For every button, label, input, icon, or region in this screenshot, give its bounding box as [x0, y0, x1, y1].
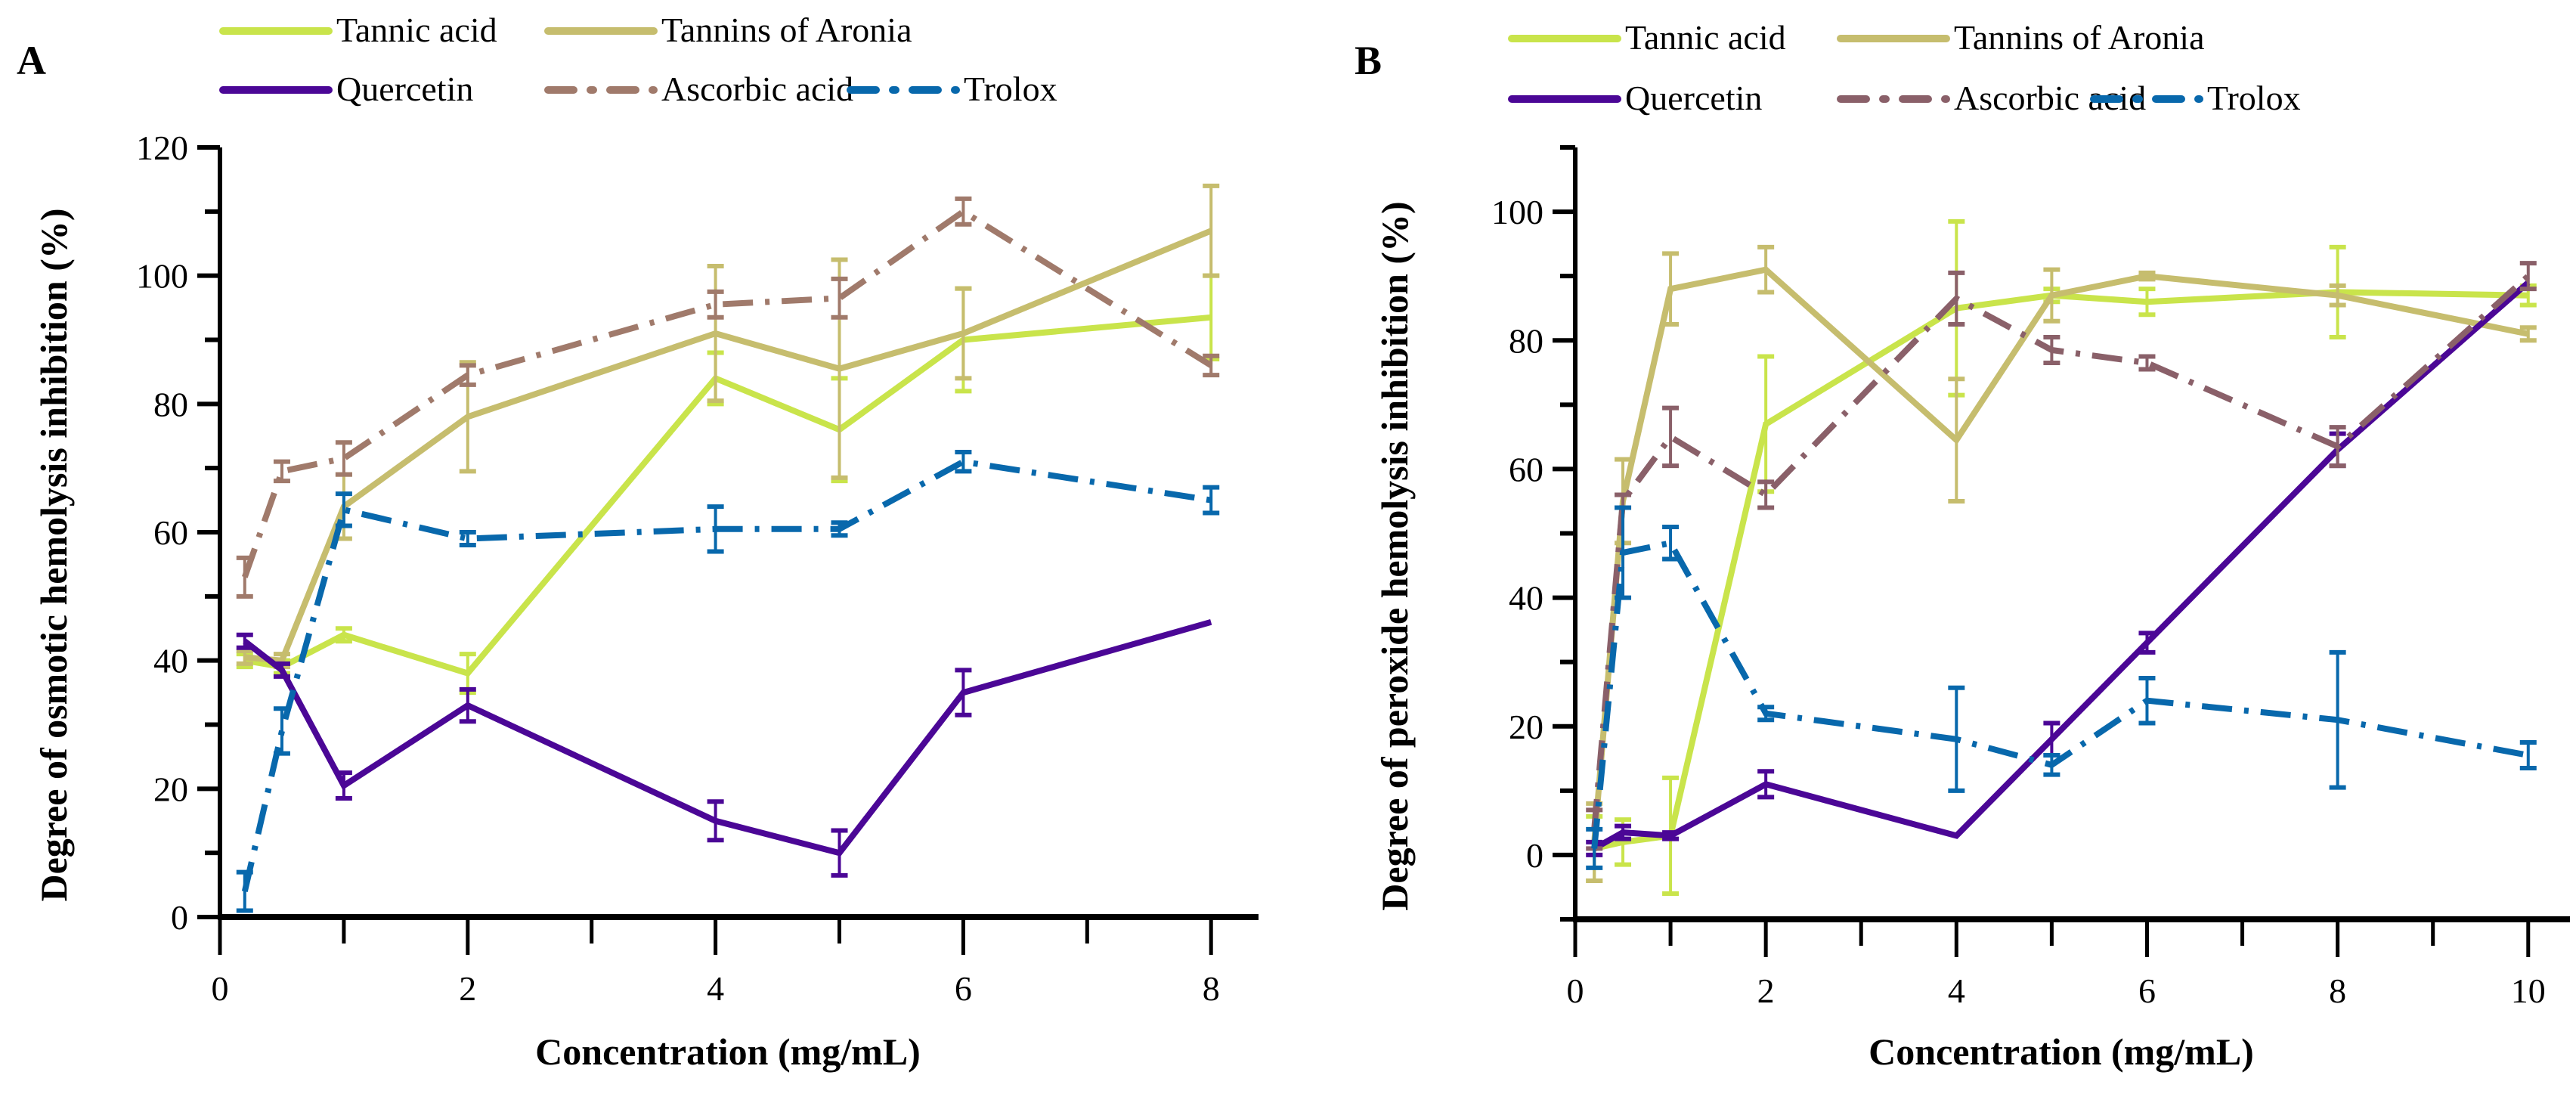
panel-letter: B	[1355, 38, 1382, 83]
series-trolox	[1586, 505, 2537, 870]
legend-item: Tannic acid	[1508, 18, 1786, 57]
series-quercetin	[1586, 280, 2531, 857]
legend-item: Ascorbic acid	[544, 70, 853, 108]
series-line	[244, 314, 1212, 677]
legend-label: Trolox	[964, 70, 1057, 108]
y-tick-label: 60	[1509, 450, 1543, 488]
panel-letter: A	[17, 38, 46, 83]
legend-label: Quercetin	[1625, 79, 1762, 117]
x-tick-label: 4	[1948, 971, 1965, 1010]
series-line	[241, 458, 1212, 893]
x-tick-label: 0	[1567, 971, 1584, 1010]
legend: Tannic acid Tannins of Aronia Quercetin Asc…	[219, 11, 1057, 108]
x-axis-title: Concentration (mg/mL)	[1869, 1030, 2254, 1073]
legend-label: Quercetin	[336, 70, 473, 108]
y-tick-label: 40	[153, 642, 188, 680]
legend-item: Quercetin	[1508, 79, 1762, 117]
series-tannic-acid	[1586, 218, 2537, 896]
x-tick-label: 2	[459, 969, 476, 1008]
x-tick-label: 8	[2329, 971, 2346, 1010]
legend-label: Tannins of Aronia	[1954, 18, 2205, 57]
series-trolox	[236, 449, 1220, 913]
x-tick-label: 10	[2511, 971, 2546, 1010]
x-tick-label: 0	[212, 969, 229, 1008]
legend-item: Tannins of Aronia	[1837, 18, 2205, 57]
series-ascorbic-acid	[1586, 261, 2537, 851]
legend-item: Tannic acid	[219, 11, 497, 49]
series-ascorbic-acid	[236, 196, 1220, 599]
y-axis-title: Degree of peroxide hemolysis inhibition …	[1373, 201, 1416, 910]
y-tick-label: 100	[1491, 193, 1543, 231]
y-tick-label: 80	[153, 385, 188, 423]
panel-A: A 0 20 40 60 80 100 120 0 2 4 6 8 Concentration (mg/m…	[17, 11, 1259, 1073]
legend-label: Tannic acid	[336, 11, 497, 49]
series-tannins-of-aronia	[236, 183, 1220, 670]
panel-B: B 0 20 40 60 80 100 0 2 4 6 8 10 Concentration (mg/mL…	[1355, 18, 2570, 1073]
y-tick-label: 60	[153, 513, 188, 552]
x-tick-label: 6	[2138, 971, 2156, 1010]
series-quercetin	[236, 618, 1212, 878]
series-line	[243, 618, 1212, 857]
legend-item: Tannins of Aronia	[544, 11, 912, 49]
y-tick-label: 120	[136, 129, 188, 167]
y-tick-label: 100	[136, 257, 188, 296]
y-tick-label: 40	[1509, 579, 1543, 618]
y-axis-title: Degree of osmotic hemolysis inhibition (…	[33, 208, 75, 901]
x-axis-title: Concentration (mg/mL)	[535, 1030, 921, 1073]
legend-item: Quercetin	[219, 70, 473, 108]
x-tick-label: 6	[955, 969, 972, 1008]
legend-item: Trolox	[2090, 79, 2301, 117]
y-tick-label: 0	[171, 898, 188, 937]
x-tick-label: 8	[1203, 969, 1220, 1008]
legend-label: Ascorbic acid	[661, 70, 853, 108]
legend-label: Trolox	[2207, 79, 2301, 117]
series-tannins-of-aronia	[1586, 244, 2537, 883]
series-line	[1593, 289, 2528, 852]
x-tick-label: 4	[707, 969, 724, 1008]
legend-label: Tannic acid	[1625, 18, 1786, 57]
y-tick-label: 0	[1526, 836, 1543, 875]
legend-item: Trolox	[847, 70, 1057, 108]
series-line	[242, 208, 1213, 578]
y-tick-label: 20	[1509, 708, 1543, 746]
y-tick-label: 80	[1509, 321, 1543, 360]
x-tick-label: 2	[1757, 971, 1775, 1010]
series-line	[244, 228, 1212, 664]
legend-label: Tannins of Aronia	[661, 11, 912, 49]
y-tick-label: 20	[153, 770, 188, 808]
